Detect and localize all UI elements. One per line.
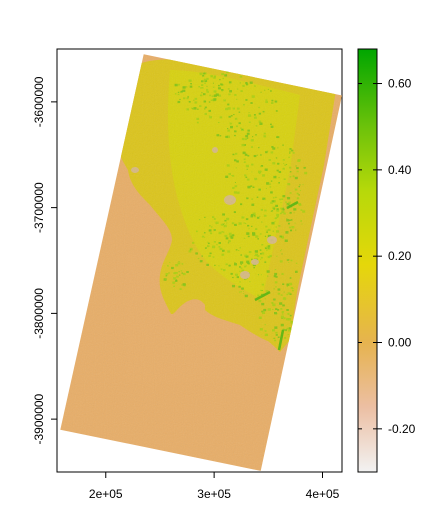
x-tick-label: 3e+05 <box>197 487 231 501</box>
colorbar-tick-label: 0.20 <box>388 249 412 263</box>
y-tick-label: -3900000 <box>32 393 46 444</box>
land-area <box>60 54 343 471</box>
colorbar-tick-label: 0.40 <box>388 163 412 177</box>
y-tick-label: -3600000 <box>32 76 46 127</box>
plot-frame <box>56 48 343 473</box>
colorbar-bar <box>357 48 378 473</box>
y-tick-label: -3700000 <box>32 182 46 233</box>
colorbar-tick-label: 0.00 <box>388 336 412 350</box>
x-axis: 2e+05 3e+05 4e+05 <box>89 472 340 501</box>
colorbar-tick-label: 0.60 <box>388 77 412 91</box>
y-axis: -3600000 -3700000 -3800000 -3900000 <box>32 76 57 444</box>
map-layer <box>56 48 343 473</box>
y-tick-label: -3800000 <box>32 288 46 339</box>
x-tick-label: 2e+05 <box>89 487 123 501</box>
colorbar-ticks: 0.60 0.40 0.20 0.00 -0.20 <box>358 77 416 436</box>
x-tick-label: 4e+05 <box>306 487 340 501</box>
colorbar-legend: 0.60 0.40 0.20 0.00 -0.20 <box>357 48 416 473</box>
colorbar-tick-label: -0.20 <box>388 422 416 436</box>
